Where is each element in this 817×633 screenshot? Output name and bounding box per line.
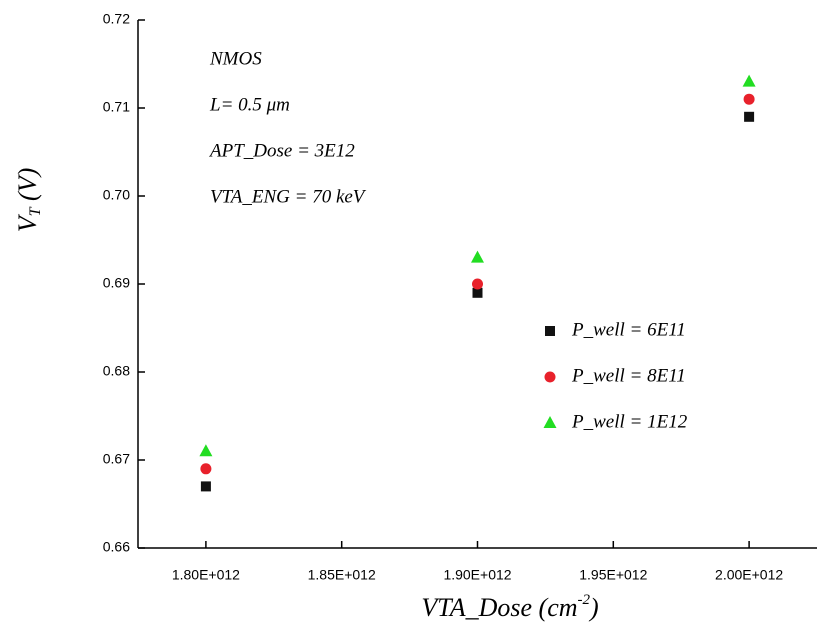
y-tick-label: 0.67 <box>103 451 130 467</box>
y-tick-label: 0.66 <box>103 539 130 555</box>
x-tick-label: 1.90E+012 <box>443 567 511 583</box>
point <box>200 481 211 492</box>
y-axis-label: VT (V) <box>13 168 44 233</box>
legend-marker <box>545 326 555 336</box>
x-tick-label: 2.00E+012 <box>715 567 783 583</box>
y-label-sub: T <box>27 206 44 216</box>
legend-label: P_well = 8E11 <box>571 365 686 386</box>
point <box>471 250 484 263</box>
point <box>200 463 212 475</box>
point <box>742 74 756 87</box>
point <box>744 111 755 122</box>
annotation: NMOS <box>209 48 262 69</box>
legend-label: P_well = 6E11 <box>571 319 686 340</box>
point <box>743 93 755 105</box>
legend-marker <box>544 371 556 383</box>
point <box>472 287 483 298</box>
y-tick-label: 0.69 <box>103 275 130 291</box>
x-label-end: ) <box>588 593 599 622</box>
x-tick-label: 1.95E+012 <box>579 567 647 583</box>
legend-label: P_well = 1E12 <box>571 411 688 432</box>
x-tick-label: 1.85E+012 <box>308 567 376 583</box>
annotation: L= 0.5 μm <box>209 94 290 115</box>
y-tick-label: 0.68 <box>103 363 130 379</box>
y-tick-label: 0.70 <box>103 187 130 203</box>
annotation: VTA_ENG = 70 keV <box>210 186 367 207</box>
y-tick-label: 0.71 <box>103 99 130 115</box>
legend-marker <box>543 416 557 428</box>
point <box>199 444 213 457</box>
x-tick-label: 1.80E+012 <box>172 567 240 583</box>
y-label-main: V <box>13 213 42 232</box>
annotation: APT_Dose = 3E12 <box>208 140 355 161</box>
x-axis-label: VTA_Dose (cm-2) <box>421 592 598 622</box>
x-label-main: VTA_Dose (cm <box>421 593 577 622</box>
x-label-sup: -2 <box>578 592 591 608</box>
y-label-unit: (V) <box>13 168 42 208</box>
y-tick-label: 0.72 <box>103 11 130 27</box>
point <box>472 278 483 290</box>
